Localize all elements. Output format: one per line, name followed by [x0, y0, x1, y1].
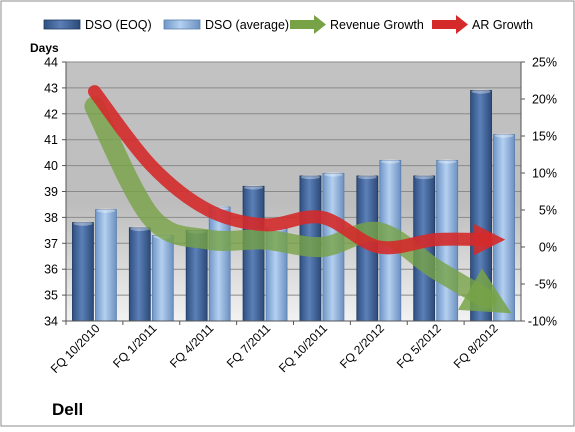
ar-growth-point: [208, 210, 209, 211]
left-axis-tick-label: 42: [44, 107, 58, 121]
right-axis-tick-label: 10%: [532, 167, 557, 181]
ar-growth-point: [94, 91, 95, 92]
bar-dso-average: [95, 209, 117, 322]
right-axis-tick-label: -5%: [535, 278, 557, 292]
bar-highlight: [414, 174, 434, 180]
bar-highlight: [437, 159, 457, 164]
ar-growth-point: [486, 239, 487, 240]
ar-growth-point: [151, 165, 152, 166]
left-axis-tick-label: 36: [44, 263, 58, 277]
bar-highlight: [300, 174, 320, 180]
revenue-growth-point: [321, 247, 322, 248]
legend-arrow: [290, 15, 326, 34]
left-axis-tick-label: 43: [44, 81, 58, 95]
revenue-growth-line: [84, 96, 512, 314]
legend-arrow: [432, 15, 468, 34]
legend-label: AR Growth: [472, 18, 533, 32]
revenue-growth-point: [94, 106, 95, 107]
bar-highlight: [96, 208, 116, 213]
left-axis-tick-label: 34: [44, 315, 58, 329]
revenue-growth-point: [151, 217, 152, 218]
right-axis-tick-label: 25%: [532, 56, 557, 70]
bar-highlight: [73, 221, 93, 226]
y-axis-label: Days: [30, 41, 59, 55]
bar-highlight: [323, 172, 343, 177]
left-axis-tick-label: 39: [44, 185, 58, 199]
bar-highlight: [380, 159, 400, 164]
ar-growth-point: [435, 239, 436, 240]
left-axis-tick-label: 40: [44, 159, 58, 173]
bar-highlight: [494, 133, 514, 138]
revenue-growth-point: [265, 239, 266, 240]
ar-growth-point: [265, 224, 266, 225]
ar-growth-point: [378, 247, 379, 248]
legend: DSO (EOQ) DSO (average) Revenue Growth AR G…: [43, 15, 533, 34]
left-axis-tick-label: 38: [44, 211, 58, 225]
revenue-growth-point: [435, 269, 436, 270]
right-axis-tick-label: 0%: [539, 241, 557, 255]
bar-dso-eoq: [242, 185, 265, 322]
bar-highlight: [357, 174, 377, 180]
ar-growth-line: [87, 85, 506, 256]
bar-dso-eoq: [128, 227, 151, 322]
revenue-growth-point: [486, 298, 487, 299]
bar-highlight: [471, 89, 491, 94]
left-axis-tick-label: 41: [44, 133, 58, 147]
legend-label: DSO (average): [205, 18, 289, 32]
legend-label: DSO (EOQ): [85, 18, 152, 32]
bar-dso-eoq: [72, 222, 94, 322]
revenue-growth-point: [378, 232, 379, 233]
bar-dso-average: [151, 235, 174, 322]
growth-lines: [84, 85, 512, 314]
left-axis-tick-label: 37: [44, 237, 58, 251]
right-axis-tick-label: 20%: [532, 93, 557, 107]
bar-dso-average: [493, 134, 515, 322]
ar-growth-point: [321, 217, 322, 218]
right-axis-tick-label: 15%: [532, 130, 557, 144]
company-label: Dell: [52, 400, 83, 419]
bar-highlight: [244, 185, 264, 190]
right-axis-tick-label: -10%: [528, 315, 557, 329]
left-axis-tick-label: 44: [44, 56, 58, 70]
right-axis-tick-label: 5%: [539, 204, 557, 218]
legend-swatch: [163, 19, 201, 30]
legend-label: Revenue Growth: [330, 18, 424, 32]
legend-swatch: [43, 19, 81, 30]
revenue-growth-point: [208, 239, 209, 240]
left-axis-tick-label: 35: [44, 289, 58, 303]
bar-highlight: [130, 226, 150, 231]
